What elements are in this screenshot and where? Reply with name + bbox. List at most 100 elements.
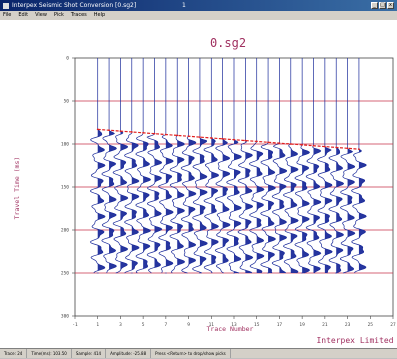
- menu-traces[interactable]: Traces: [70, 12, 87, 18]
- trace-fill: [290, 144, 299, 273]
- x-tick-label: 3: [119, 322, 122, 328]
- first-break-pick: [323, 145, 326, 148]
- first-break-pick: [255, 140, 258, 143]
- first-break-pick: [289, 143, 292, 145]
- trace-fill: [211, 137, 219, 273]
- trace-wiggle: [203, 137, 220, 274]
- trace-wiggle: [294, 144, 310, 274]
- trace-fill: [120, 131, 128, 273]
- minimize-button[interactable]: _: [371, 2, 378, 9]
- trace-wiggle: [192, 137, 208, 274]
- trace-wiggle: [158, 134, 174, 274]
- y-tick-label: 200: [61, 228, 69, 234]
- trace-fill: [165, 134, 174, 273]
- status-time: Time(ms): 103.50: [27, 349, 72, 358]
- trace-fill: [109, 130, 117, 273]
- plot-area[interactable]: 0 50 100 150 200 250 300 -1 1 3 5 7 9 11 13 15 17 19 21 23 2…: [0, 20, 397, 348]
- first-break-pick: [221, 137, 224, 140]
- app-icon: [3, 2, 9, 9]
- first-break-pick: [187, 135, 190, 138]
- maximize-button[interactable]: □: [379, 2, 386, 9]
- plot-title: 0.sg2: [210, 36, 246, 50]
- first-break-pick: [244, 139, 247, 142]
- trace-fill: [143, 132, 151, 273]
- first-break-pick: [346, 147, 349, 150]
- x-tick-label: 1: [96, 322, 99, 328]
- x-tick-label: 17: [277, 322, 283, 328]
- trace-wiggle: [214, 138, 231, 274]
- first-break-pick: [233, 138, 235, 141]
- menu-bar: File Edit View Pick Traces Help: [0, 11, 397, 20]
- x-tick-label: 9: [187, 322, 190, 328]
- trace-wiggle: [169, 135, 186, 274]
- y-tick-label: 300: [61, 314, 69, 320]
- menu-file[interactable]: File: [3, 12, 12, 18]
- trace-wiggle: [226, 139, 242, 274]
- first-break-pick: [176, 134, 179, 137]
- trace-wiggle: [317, 146, 333, 274]
- x-tick-label: 13: [231, 322, 237, 328]
- first-break-pick: [335, 146, 338, 149]
- first-break-line: [97, 128, 359, 150]
- trace-fill: [222, 138, 231, 273]
- menu-pick[interactable]: Pick: [53, 12, 64, 18]
- y-tick-label: 50: [64, 99, 70, 105]
- first-break-pick: [164, 133, 167, 136]
- y-tick-label: 250: [61, 271, 69, 277]
- trace-wiggle: [260, 142, 276, 274]
- status-sample: Sample: 414: [72, 349, 107, 358]
- status-hint: Press <Return> to drop/show picks: [151, 349, 231, 358]
- x-tick-label: 23: [345, 322, 351, 328]
- first-break-pick: [301, 143, 304, 146]
- trace-fill: [177, 135, 185, 273]
- trace-wiggle: [135, 132, 151, 274]
- first-break-pick: [119, 130, 122, 132]
- first-break-pick: [358, 148, 360, 151]
- x-tick-label: -1: [72, 322, 78, 328]
- first-break-pick: [142, 131, 145, 134]
- trace-wiggle: [339, 148, 356, 274]
- trace-fill: [199, 137, 208, 273]
- first-break-pick: [153, 132, 156, 135]
- x-tick-label: 25: [368, 322, 374, 328]
- window-title-bar: Interpex Seismic Shot Conversion [0.sg2]…: [0, 0, 397, 11]
- menu-view[interactable]: View: [35, 12, 47, 18]
- y-axis-label: Travel Time (ms): [13, 157, 21, 220]
- window-title: Interpex Seismic Shot Conversion [0.sg2]: [12, 2, 137, 9]
- branding-label: Interpex Limited: [316, 336, 393, 345]
- menu-edit[interactable]: Edit: [18, 12, 29, 18]
- trace-wiggle: [146, 133, 163, 274]
- y-tick-label: 100: [61, 142, 69, 148]
- window-counter: 1: [182, 2, 186, 9]
- first-break-pick: [108, 129, 110, 132]
- status-trace: Trace: 24: [0, 349, 28, 358]
- x-tick-label: 11: [209, 322, 215, 328]
- trace-fill: [188, 136, 196, 273]
- trace-wiggle: [180, 136, 197, 274]
- trace-wiggle: [101, 129, 117, 274]
- x-tick-label: 27: [390, 322, 396, 328]
- x-axis-label: Trace Number: [207, 325, 254, 333]
- close-button[interactable]: x: [387, 2, 394, 9]
- trace-wiggle: [112, 130, 129, 274]
- window-controls: _ □ x: [371, 2, 394, 9]
- menu-help[interactable]: Help: [93, 12, 106, 18]
- trace-fill: [256, 141, 265, 273]
- first-break-pick: [278, 142, 281, 145]
- first-break-pick: [312, 144, 315, 147]
- trace-wiggle: [283, 143, 299, 274]
- trace-fill: [245, 140, 253, 273]
- x-tick-label: 15: [254, 322, 260, 328]
- x-tick-label: 7: [164, 322, 167, 328]
- first-break-pick: [210, 137, 213, 139]
- trace-wiggle: [89, 129, 106, 274]
- first-break-pick: [267, 141, 269, 144]
- x-tick-label: 19: [299, 322, 305, 328]
- trace-wiggle: [124, 131, 140, 274]
- x-tick-label: 21: [322, 322, 328, 328]
- x-tick-label: 5: [142, 322, 145, 328]
- trace-fill: [347, 148, 355, 273]
- status-amplitude: Amplitude: -25.88: [106, 349, 152, 358]
- trace-fill: [131, 131, 139, 273]
